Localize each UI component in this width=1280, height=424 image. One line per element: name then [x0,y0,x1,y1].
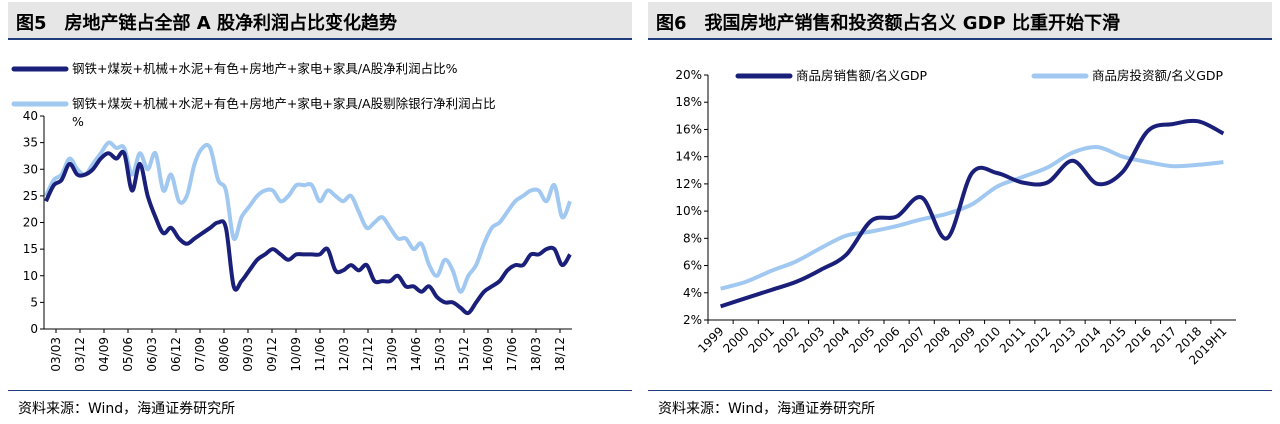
series-line [720,145,1224,291]
y-tick-label: 30 [23,162,38,176]
x-tick-label: 2007 [896,324,927,355]
x-tick-label: 13/09 [385,337,399,372]
source-divider [8,390,632,391]
y-tick-label: 10 [23,269,38,283]
x-tick-label: 12/12 [361,337,375,372]
y-tick-label: 0 [30,322,38,336]
x-tick-label: 2015 [1097,324,1128,355]
y-tick-label: 18% [675,95,702,109]
legend-label: 商品房销售额/名义GDP [796,68,928,83]
y-tick-label: 2% [683,313,702,327]
legend-label: 钢铁+煤炭+机械+水泥+有色+房地产+家电+家具/A股剔除银行净利润占比% [72,96,496,129]
chart-title: 图6 我国房地产销售和投资额占名义 GDP 比重开始下滑 [656,13,1120,34]
x-tick-label: 06/12 [169,337,183,372]
y-tick-label: 20% [675,68,702,82]
x-tick-label: 2008 [921,324,952,355]
y-tick-label: 12% [675,177,702,191]
y-tick-label: 5 [30,295,38,309]
x-tick-label: 2001 [745,324,776,355]
x-tick-label: 2014 [1072,324,1103,355]
right-chart-svg: 商品房销售额/名义GDP 商品房投资额/名义GDP 2% 4% 6% 8% 10% 12% 14… [675,68,1236,367]
left-chart-svg: 钢铁+煤炭+机械+水泥+有色+房地产+家电+家具/A股净利润占比% 钢铁+煤炭+机… [11,61,572,372]
x-tick-label: 2016 [1123,324,1154,355]
chart-title: 图5 房地产链占全部 A 股净利润占比变化趋势 [16,13,397,34]
x-tick-label: 17/06 [505,337,519,372]
x-tick-label: 2017 [1148,324,1179,355]
x-tick-label: 2003 [796,324,827,355]
x-tick-label: 2010 [972,324,1003,355]
y-tick-label: 25 [23,189,38,203]
y-tick-label: 10% [675,204,702,218]
title-bar: 图6 我国房地产销售和投资额占名义 GDP 比重开始下滑 [648,2,1272,40]
y-tick-label: 20 [23,216,38,230]
title-bar: 图5 房地产链占全部 A 股净利润占比变化趋势 [8,2,632,40]
x-tick-label: 03/03 [49,337,63,372]
x-tick-label: 06/03 [145,337,159,372]
x-tick-label: 04/09 [97,337,111,372]
legend-label: 商品房投资额/名义GDP [1092,68,1224,83]
x-tick-label: 14/06 [409,337,423,372]
y-tick-label: 8% [683,231,702,245]
x-tick-label: 11/06 [313,337,327,372]
x-tick-label: 07/09 [193,337,207,372]
x-tick-label: 1999 [695,324,726,355]
y-tick-label: 40 [23,109,38,123]
x-tick-label: 2000 [720,324,751,355]
x-tick-label: 10/09 [289,337,303,372]
x-tick-label: 2013 [1047,324,1078,355]
y-tick-label: 16% [675,122,702,136]
x-tick-label: 18/12 [553,337,567,372]
source-divider [648,390,1272,391]
chart-panel-left: 图5 房地产链占全部 A 股净利润占比变化趋势 钢铁+煤炭+机械+水泥+有色+房… [8,2,632,417]
series-line [719,118,1225,309]
y-tick-label: 6% [683,259,702,273]
source-note: 资料来源：Wind，海通证券研究所 [18,401,236,417]
legend-label: 钢铁+煤炭+机械+水泥+有色+房地产+家电+家具/A股净利润占比% [72,61,458,76]
y-tick-label: 14% [675,150,702,164]
x-tick-label: 09/12 [265,337,279,372]
x-tick-label: 15/03 [433,337,447,372]
y-tick-label: 35 [23,136,38,150]
x-tick-label: 05/06 [121,337,135,372]
series-line [44,140,572,294]
x-tick-label: 08/06 [217,337,231,372]
x-tick-label: 2012 [1022,324,1053,355]
x-tick-label: 2004 [821,324,852,355]
x-tick-label: 15/12 [457,337,471,372]
y-tick-label: 4% [683,286,702,300]
chart-panel-right: 图6 我国房地产销售和投资额占名义 GDP 比重开始下滑 商品房销售额/名义GD… [640,0,1280,424]
source-note: 资料来源：Wind，海通证券研究所 [658,401,876,417]
x-tick-label: 2011 [997,324,1028,355]
x-tick-label: 03/12 [73,337,87,372]
x-tick-label: 09/03 [241,337,255,372]
x-tick-label: 18/03 [529,337,543,372]
x-tick-label: 2002 [771,324,802,355]
series-line [44,149,572,316]
x-tick-label: 2005 [846,324,877,355]
x-tick-label: 12/03 [337,337,351,372]
x-tick-label: 2006 [871,324,902,355]
x-tick-label: 16/09 [481,337,495,372]
x-tick-label: 2009 [947,324,978,355]
y-tick-label: 15 [23,242,38,256]
